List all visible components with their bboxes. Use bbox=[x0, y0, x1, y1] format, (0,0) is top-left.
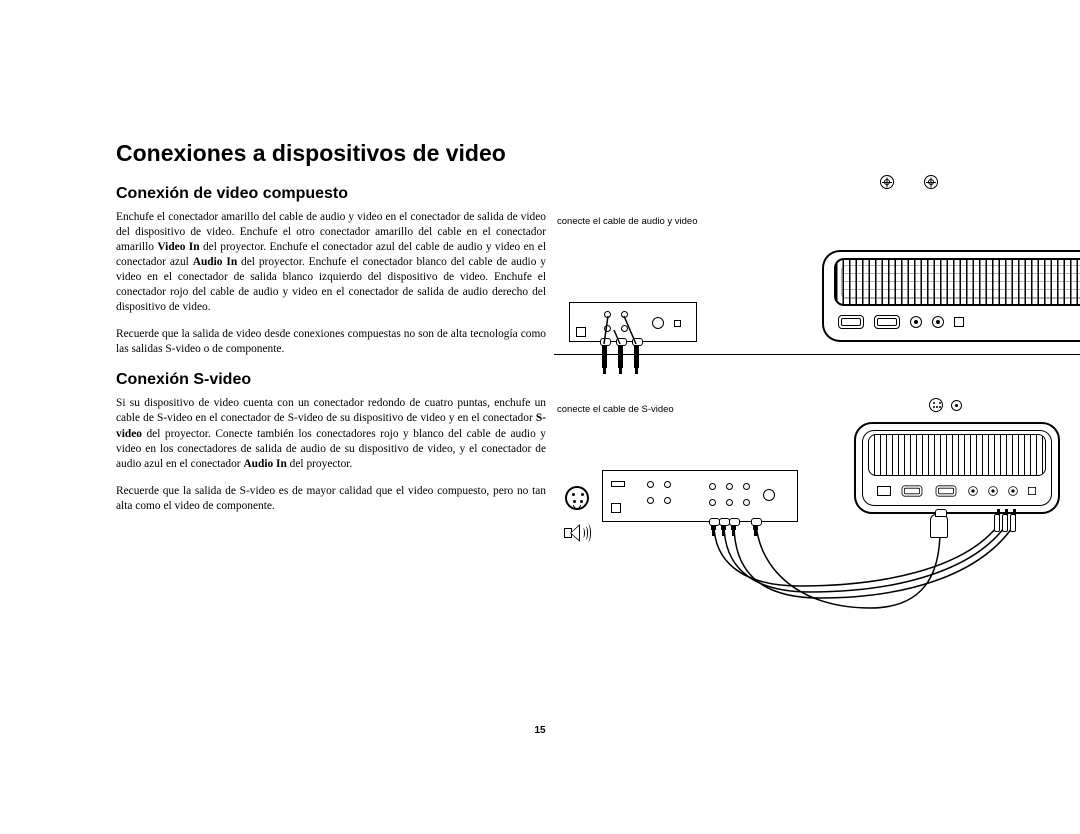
section-heading-svideo: Conexión S-video bbox=[116, 371, 546, 389]
paragraph: Enchufe el conectador amarillo del cable… bbox=[116, 210, 546, 315]
audio-jack-icon bbox=[932, 316, 944, 328]
dsub-port-icon bbox=[838, 315, 864, 329]
cable-tip-icon bbox=[1002, 514, 1008, 532]
projector-rear-panel bbox=[822, 250, 1080, 342]
cable-tip-icon bbox=[1010, 514, 1016, 532]
paragraph: Si su dispositivo de video cuenta con un… bbox=[116, 396, 546, 471]
diagram-caption-svideo: conecte el cable de S-video bbox=[557, 404, 674, 415]
svideo-connector-icon bbox=[565, 486, 589, 510]
screw-icon bbox=[924, 175, 938, 189]
page-number: 15 bbox=[0, 725, 1080, 736]
screw-icon bbox=[880, 175, 894, 189]
paragraph: Recuerde que la salida de video desde co… bbox=[116, 327, 546, 357]
cable-tip-icon bbox=[994, 514, 1000, 532]
section-divider bbox=[554, 354, 1080, 355]
video-source-box bbox=[602, 470, 798, 522]
text-column: Conexión de video compuesto Enchufe el c… bbox=[116, 185, 546, 514]
section-heading-composite: Conexión de video compuesto bbox=[116, 185, 546, 203]
projector-rear-panel bbox=[854, 422, 1060, 514]
rca-plug-icon bbox=[731, 524, 736, 530]
dsub-port-icon bbox=[874, 315, 900, 329]
speaker-icon bbox=[564, 522, 590, 544]
rca-plug-icon bbox=[721, 524, 726, 530]
video-source-box bbox=[569, 302, 697, 342]
diagram-caption-composite: conecte el cable de audio y video bbox=[557, 216, 698, 227]
rca-plug-icon bbox=[602, 344, 607, 368]
svideo-mini-icon bbox=[929, 398, 943, 412]
rca-plug-icon bbox=[634, 344, 639, 368]
page-title: Conexiones a dispositivos de video bbox=[116, 140, 1040, 167]
rca-plug-icon bbox=[618, 344, 623, 368]
rca-plug-icon bbox=[711, 524, 716, 530]
svideo-plug-icon bbox=[930, 514, 948, 538]
rca-plug-icon bbox=[753, 524, 758, 530]
audio-jack-icon bbox=[910, 316, 922, 328]
paragraph: Recuerde que la salida de S-video es de … bbox=[116, 484, 546, 514]
port-icon bbox=[954, 317, 964, 327]
audio-jack-icon bbox=[951, 400, 962, 411]
